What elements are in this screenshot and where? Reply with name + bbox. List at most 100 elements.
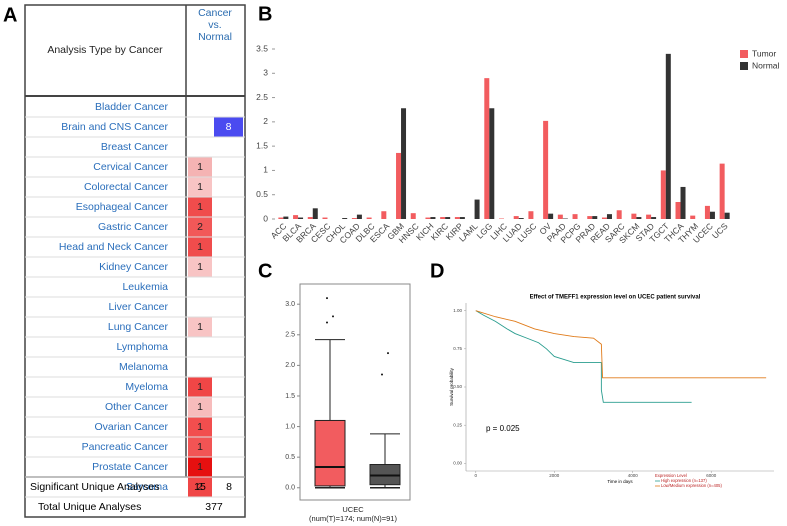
outlier bbox=[387, 352, 389, 355]
annotation: p = 0.025 bbox=[486, 424, 520, 433]
bar bbox=[724, 212, 730, 219]
legend-swatch bbox=[740, 62, 748, 70]
y-tick-label: 3.5 bbox=[256, 43, 268, 53]
cell-count: 1 bbox=[197, 441, 203, 453]
footer-down: 8 bbox=[226, 481, 232, 493]
y-tick-label: 0.5 bbox=[256, 189, 268, 199]
cancer-name: Ovarian Cancer bbox=[94, 421, 168, 433]
bar bbox=[342, 218, 348, 219]
cancer-name: Sarcoma bbox=[126, 481, 168, 493]
bar bbox=[425, 217, 431, 219]
y-tick-label: 0.5 bbox=[285, 454, 295, 461]
bar bbox=[307, 217, 313, 219]
x-tick-label: 6000 bbox=[706, 473, 717, 478]
legend-label: High expression (n=137) bbox=[661, 478, 707, 483]
cell-up bbox=[188, 377, 212, 397]
cell-count: 2 bbox=[197, 481, 203, 493]
bar bbox=[474, 199, 480, 219]
cancer-name: Breast Cancer bbox=[101, 141, 169, 153]
bar bbox=[445, 217, 451, 219]
header-analysis: Analysis Type by Cancer bbox=[47, 44, 163, 56]
bar bbox=[489, 108, 495, 219]
bar bbox=[587, 216, 593, 219]
legend-label: Normal bbox=[752, 60, 780, 70]
cell-up bbox=[188, 317, 212, 337]
y-tick-label: 0.50 bbox=[453, 384, 462, 389]
bar bbox=[454, 217, 460, 219]
bar bbox=[543, 120, 549, 219]
x-label: Time in days bbox=[607, 479, 633, 484]
cancer-name: Gastric Cancer bbox=[98, 221, 169, 233]
cell-up bbox=[188, 237, 212, 257]
panel-label: A bbox=[3, 4, 17, 26]
cancer-name: Lymphoma bbox=[116, 341, 168, 353]
plot-frame bbox=[299, 283, 411, 501]
bar bbox=[592, 216, 598, 219]
cell-count: 1 bbox=[197, 161, 203, 173]
cell-down bbox=[214, 117, 243, 137]
cell-up bbox=[188, 217, 212, 237]
x-label: (num(T)=174; num(N)=91) bbox=[309, 514, 397, 523]
y-tick-label: 1.00 bbox=[453, 308, 462, 313]
bar bbox=[548, 213, 554, 219]
bar bbox=[513, 216, 519, 219]
cell-count: 1 bbox=[197, 381, 203, 393]
y-tick-label: 0.75 bbox=[453, 346, 462, 351]
x-tick-label: 4000 bbox=[628, 473, 639, 478]
bar bbox=[719, 163, 725, 219]
cell-count: 1 bbox=[197, 421, 203, 433]
cancer-name: Brain and CNS Cancer bbox=[61, 121, 168, 133]
bar bbox=[665, 53, 671, 219]
cell-up bbox=[188, 417, 212, 437]
y-tick-label: 0.0 bbox=[285, 485, 295, 492]
footer-label: Significant Unique Analyses bbox=[30, 481, 160, 493]
bar bbox=[351, 218, 357, 219]
cell-up bbox=[188, 257, 212, 277]
cancer-name: Myeloma bbox=[125, 381, 168, 393]
bar bbox=[680, 186, 686, 219]
cancer-name: Pancreatic Cancer bbox=[82, 441, 169, 453]
bar bbox=[616, 210, 622, 219]
cell-count: 2 bbox=[197, 221, 203, 233]
bar bbox=[660, 170, 666, 219]
cancer-name: Colorectal Cancer bbox=[84, 181, 169, 193]
y-tick-label: 1 bbox=[263, 165, 268, 175]
y-tick-label: 0 bbox=[263, 213, 268, 223]
x-tick-label: 2000 bbox=[549, 473, 560, 478]
cell-count: 1 bbox=[197, 321, 203, 333]
outlier bbox=[326, 297, 328, 300]
outlier bbox=[332, 315, 334, 318]
cancer-name: Melanoma bbox=[119, 361, 168, 373]
bar bbox=[312, 208, 318, 219]
cell-up bbox=[188, 437, 212, 457]
bar bbox=[518, 218, 524, 219]
cell-up bbox=[188, 397, 212, 417]
bar bbox=[430, 217, 436, 219]
y-tick-label: 2.0 bbox=[285, 362, 295, 369]
cancer-name: Liver Cancer bbox=[108, 301, 168, 313]
y-tick-label: 3.0 bbox=[285, 301, 295, 308]
cancer-name: Prostate Cancer bbox=[92, 461, 168, 473]
cancer-name: Cervical Cancer bbox=[93, 161, 168, 173]
panel-label: B bbox=[258, 3, 272, 25]
table-frame bbox=[24, 4, 246, 518]
cancer-name: Bladder Cancer bbox=[95, 101, 168, 113]
bar bbox=[484, 78, 490, 220]
cell-count: 1 bbox=[197, 261, 203, 273]
bar bbox=[298, 217, 304, 219]
panel-label: C bbox=[258, 260, 272, 282]
header-comparison: vs. bbox=[208, 19, 221, 31]
cell-count: 1 bbox=[197, 401, 203, 413]
bar bbox=[396, 152, 402, 219]
bar bbox=[278, 217, 284, 219]
y-tick-label: 1.5 bbox=[256, 140, 268, 150]
box bbox=[314, 419, 346, 487]
bar bbox=[636, 217, 642, 219]
outlier bbox=[381, 373, 383, 376]
cell-count: 1 bbox=[197, 201, 203, 213]
cancer-name: Other Cancer bbox=[105, 401, 169, 413]
bar bbox=[631, 213, 637, 219]
footer-up: 15 bbox=[194, 481, 206, 493]
header-comparison: Cancer bbox=[198, 7, 232, 19]
bar bbox=[601, 217, 607, 219]
